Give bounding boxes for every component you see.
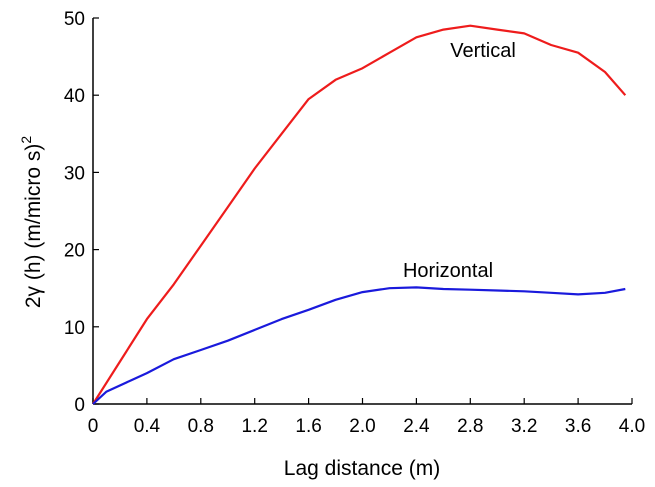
y-tick-label: 50 [64,9,85,30]
x-tick-label: 2.0 [349,416,375,437]
x-tick-label: 1.2 [241,416,267,437]
x-tick-label: 2.8 [457,416,483,437]
y-tick-label: 40 [64,86,85,107]
y-axis: 0 10 20 30 40 50 [64,9,99,416]
y-tick-label: 30 [64,163,85,184]
x-axis: 0 0.4 0.8 1.2 1.6 2.0 2.4 2.8 3.2 3.6 4.0 [88,398,645,437]
y-tick-label: 10 [64,318,85,339]
x-tick-label: 3.6 [565,416,591,437]
series-label-vertical: Vertical [450,40,516,62]
x-tick-label: 0 [88,416,99,437]
x-tick-label: 3.2 [511,416,537,437]
x-tick-label: 2.4 [403,416,430,437]
y-axis-title: 2γ (h) (m/micro s)2 [18,136,45,309]
series-layer: Vertical Horizontal [92,24,627,405]
x-axis-title: Lag distance (m) [284,457,440,480]
y-axis-title-text: 2γ (h) (m/micro s) [22,144,45,309]
plot-frame [92,18,632,405]
x-tick-label: 0.8 [188,416,214,437]
series-line-vertical [92,24,627,405]
series-label-horizontal: Horizontal [403,260,493,282]
series-line-horizontal [92,286,626,405]
x-tick-label: 0.4 [134,416,161,437]
y-axis-title-superscript: 2 [18,136,34,144]
y-tick-label: 20 [64,241,85,262]
x-tick-label: 1.6 [295,416,321,437]
y-tick-label: 0 [74,395,85,416]
x-tick-label: 4.0 [619,416,645,437]
